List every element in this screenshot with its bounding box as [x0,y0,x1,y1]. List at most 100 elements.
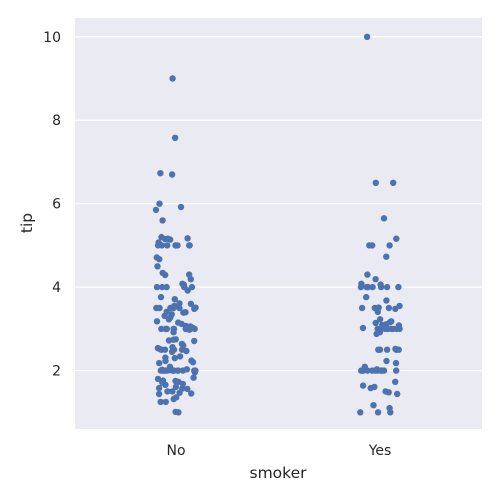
data-point-no [179,281,185,287]
data-point-no [184,235,190,241]
data-point-yes [392,346,398,352]
data-point-no [169,171,175,177]
data-point-no [164,326,170,332]
x-tick-labels: No Yes [166,443,391,459]
data-point-no [165,236,171,242]
data-point-no [169,75,175,81]
y-tick-label: 6 [52,197,61,213]
data-point-yes [383,254,389,260]
data-point-yes [392,379,398,385]
data-point-no [156,360,162,366]
data-point-yes [369,284,375,290]
x-tick-label: No [166,443,185,459]
data-point-yes [386,305,392,311]
data-point-no [155,239,161,245]
data-point-no [159,284,165,290]
data-point-no [178,204,184,210]
data-point-yes [357,409,363,415]
y-tick-labels: 2 4 6 8 10 [43,30,61,380]
data-point-no [155,345,161,351]
data-point-no [164,388,170,394]
data-point-yes [362,364,368,370]
data-point-yes [393,236,399,242]
data-point-no [164,242,170,248]
data-point-yes [393,367,399,373]
data-point-no [191,338,197,344]
data-point-no [167,364,173,370]
data-point-no [156,305,162,311]
data-point-no [156,385,162,391]
data-point-no [159,217,165,223]
data-point-yes [390,326,396,332]
data-point-no [175,367,181,373]
data-point-yes [363,294,369,300]
data-point-no [158,294,164,300]
data-point-yes [393,360,399,366]
data-point-yes [372,276,378,282]
data-point-yes [364,34,370,40]
data-point-yes [358,281,364,287]
data-point-no [156,391,162,397]
data-point-yes [371,384,377,390]
data-point-yes [386,405,392,411]
data-point-yes [359,305,365,311]
data-point-yes [396,322,402,328]
data-point-yes [375,409,381,415]
data-point-yes [360,382,366,388]
data-point-no [162,347,168,353]
data-point-no [154,318,160,324]
data-point-no [184,366,190,372]
data-point-no [154,263,160,269]
y-tick-label: 8 [52,113,61,129]
data-point-yes [382,388,388,394]
data-point-no [156,201,162,207]
data-point-no [173,336,179,342]
data-point-yes [383,358,389,364]
data-point-no [172,135,178,141]
y-tick-label: 4 [52,280,61,296]
data-point-no [190,375,196,381]
data-point-yes [377,316,383,322]
data-point-no [162,354,168,360]
y-tick-label: 2 [52,364,61,380]
data-point-yes [384,347,390,353]
data-point-no [187,242,193,248]
data-point-no [192,367,198,373]
data-point-no [188,357,194,363]
data-point-yes [377,281,383,287]
data-point-no [182,309,188,315]
data-point-no [163,399,169,405]
data-point-no [153,207,159,213]
data-point-yes [374,366,380,372]
x-axis-label: smoker [250,464,308,482]
data-point-yes [360,325,366,331]
data-point-yes [390,180,396,186]
data-point-no [186,271,192,277]
data-point-no [177,353,183,359]
data-point-yes [394,391,400,397]
data-point-yes [369,242,375,248]
data-point-yes [370,402,376,408]
data-point-yes [396,303,402,309]
data-point-no [157,170,163,176]
data-point-yes [384,284,390,290]
data-point-no [158,234,164,240]
data-point-no [172,378,178,384]
data-point-no [172,242,178,248]
y-tick-label: 10 [43,30,61,46]
y-axis-label: tip [18,213,36,233]
data-point-yes [381,215,387,221]
data-point-no [158,326,164,332]
data-point-no [154,254,160,260]
data-point-yes [373,180,379,186]
data-point-no [169,344,175,350]
data-point-no [175,409,181,415]
plot-background [75,18,482,429]
data-point-no [175,319,181,325]
data-point-no [179,341,185,347]
data-point-yes [383,297,389,303]
data-point-yes [375,347,381,353]
data-point-no [188,301,194,307]
x-tick-label: Yes [368,443,392,459]
